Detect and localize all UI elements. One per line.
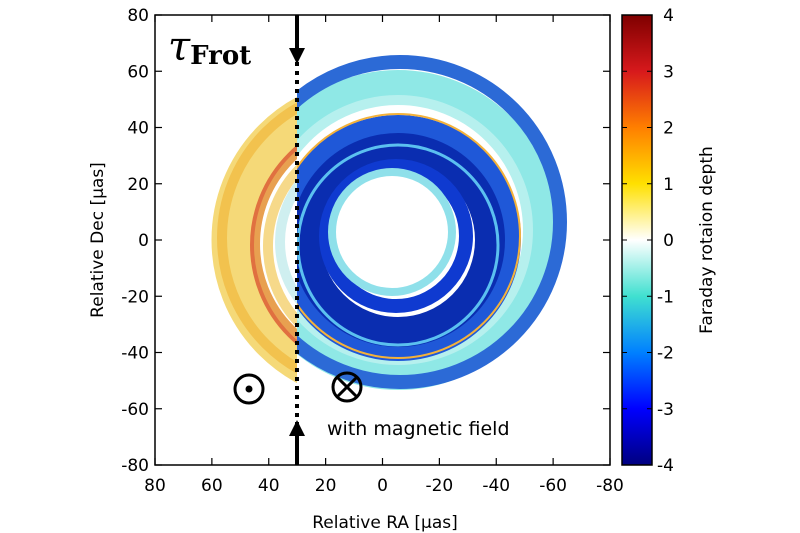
colorbar-tick-label: 2	[663, 119, 674, 139]
x-tick-label: -20	[425, 476, 453, 496]
out-of-page-field-icon	[233, 373, 265, 405]
y-tick-label: -60	[121, 400, 149, 420]
y-tick-label: 20	[127, 175, 149, 195]
x-tick-label: 0	[377, 476, 388, 496]
y-tick-label: -40	[121, 344, 149, 364]
y-axis: 80 60 40 20 0 -20 -40 -60 -80	[121, 6, 610, 476]
x-tick-label: -60	[539, 476, 567, 496]
faraday-ring	[211, 55, 567, 390]
magnetic-field-label: with magnetic field	[327, 418, 510, 440]
y-tick-label: -20	[121, 287, 149, 307]
negative-depth-region	[297, 55, 567, 390]
colorbar-tick-label: 0	[663, 231, 674, 251]
x-tick-label: 60	[201, 476, 223, 496]
colorbar-tick-label: 4	[663, 6, 674, 26]
colorbar-tick-label: -4	[657, 456, 674, 476]
colorbar-ticks: 4 3 2 1 0 -1 -2 -3 -4	[622, 6, 674, 476]
central-hole	[337, 183, 437, 283]
chart-title: τFrot	[168, 24, 251, 71]
arrow-up-icon	[289, 420, 305, 436]
line-of-sight	[289, 15, 305, 465]
colorbar-tick-label: -3	[657, 400, 674, 420]
y-tick-label: 40	[127, 119, 149, 139]
colorbar-tick-label: -2	[657, 344, 674, 364]
arrow-down-icon	[289, 48, 305, 64]
x-tick-label: -40	[482, 476, 510, 496]
y-tick-label: 60	[127, 62, 149, 82]
colorbar-title: Faraday rotaion depth	[697, 146, 717, 334]
y-axis-title: Relative Dec [μas]	[88, 162, 108, 318]
x-axis-title: Relative RA [μas]	[312, 513, 457, 533]
x-axis: 80 60 40 20 0 -20 -40 -60 -80	[144, 15, 624, 496]
y-tick-label: 0	[138, 231, 149, 251]
colorbar-tick-label: 1	[663, 175, 674, 195]
y-tick-label: 80	[127, 6, 149, 26]
colorbar-tick-label: -1	[657, 287, 674, 307]
into-page-field-icon	[331, 371, 363, 403]
colorbar-tick-label: 3	[663, 62, 674, 82]
x-tick-label: 80	[144, 476, 166, 496]
x-tick-label: -80	[596, 476, 624, 496]
x-tick-label: 20	[315, 476, 337, 496]
y-tick-label: -80	[121, 456, 149, 476]
positive-depth-region	[211, 96, 297, 384]
x-tick-label: 40	[258, 476, 280, 496]
